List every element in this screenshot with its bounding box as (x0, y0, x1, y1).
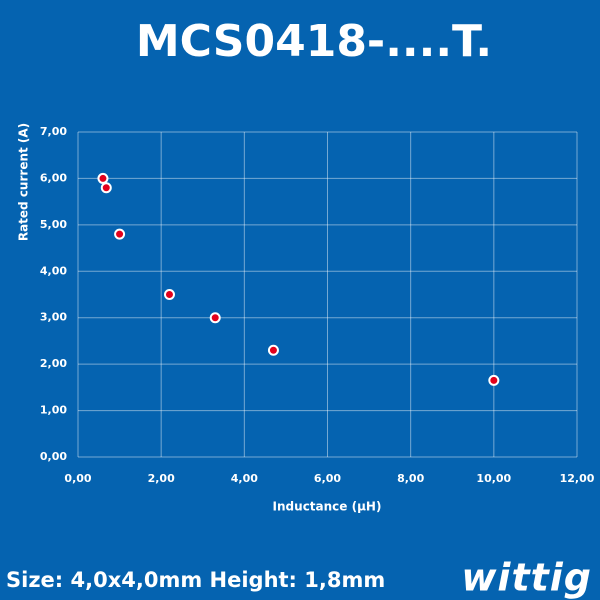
x-tick-label: 6,00 (314, 472, 341, 485)
x-tick-label: 4,00 (231, 472, 258, 485)
chart-title: MCS0418-....T. (136, 16, 492, 67)
y-tick-label: 2,00 (40, 357, 67, 370)
point (209, 312, 221, 324)
y-tick-label: 6,00 (40, 171, 67, 184)
point (488, 374, 500, 386)
y-tick-label: 0,00 (40, 450, 67, 463)
point (163, 289, 175, 300)
y-tick-label: 5,00 (40, 218, 67, 231)
y-tick-label: 3,00 (40, 311, 67, 324)
x-tick-label: 12,00 (560, 472, 595, 485)
y-tick-label: 4,00 (40, 264, 67, 277)
footer-text: Size: 4,0x4,0mm Height: 1,8mm (6, 568, 385, 592)
point (267, 344, 279, 356)
x-axis-label: Inductance (µH) (273, 500, 382, 514)
x-tick-label: 2,00 (148, 472, 175, 485)
logo: wittig (461, 556, 592, 600)
x-tick-label: 0,00 (64, 472, 91, 485)
point (97, 172, 109, 184)
y-axis-label: Rated current (A) (17, 123, 31, 241)
y-tick-label: 1,00 (40, 404, 67, 417)
y-tick-label: 7,00 (40, 125, 67, 138)
x-tick-label: 10,00 (476, 472, 511, 485)
x-tick-label: 8,00 (397, 472, 424, 485)
point (100, 182, 112, 194)
point (114, 228, 126, 240)
